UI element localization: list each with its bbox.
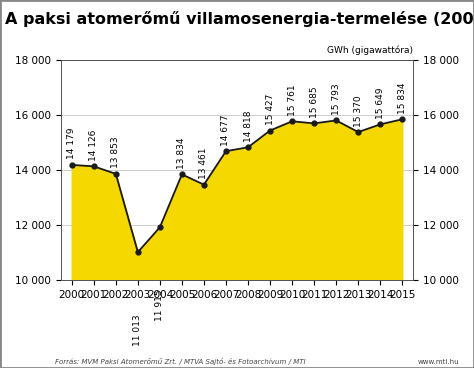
Text: 13 853: 13 853 [111, 137, 120, 168]
Text: A paksi atomerőmű villamosenergia-termelése (2000–2015): A paksi atomerőmű villamosenergia-termel… [5, 11, 474, 27]
Text: GWh (gigawattóra): GWh (gigawattóra) [327, 46, 413, 55]
Text: 15 370: 15 370 [354, 95, 363, 127]
Text: 15 793: 15 793 [332, 83, 341, 115]
Text: 14 126: 14 126 [89, 130, 98, 161]
Text: 15 685: 15 685 [310, 86, 319, 118]
Text: 11 915: 11 915 [155, 290, 164, 321]
Text: 15 834: 15 834 [398, 82, 407, 114]
Text: 13 461: 13 461 [200, 148, 209, 179]
Text: Forrás: MVM Paksi Atomerőmű Zrt. / MTVA Sajtó- és Fotoarchívum / MTI: Forrás: MVM Paksi Atomerőmű Zrt. / MTVA … [55, 358, 305, 365]
Text: 14 677: 14 677 [221, 114, 230, 146]
Text: 15 761: 15 761 [288, 84, 297, 116]
Text: 11 013: 11 013 [133, 315, 142, 346]
Text: 15 427: 15 427 [265, 93, 274, 125]
Text: 13 834: 13 834 [177, 137, 186, 169]
Text: 14 179: 14 179 [67, 128, 76, 159]
Text: 14 818: 14 818 [244, 110, 253, 142]
Text: 15 649: 15 649 [376, 87, 385, 119]
Text: www.mti.hu: www.mti.hu [418, 359, 460, 365]
